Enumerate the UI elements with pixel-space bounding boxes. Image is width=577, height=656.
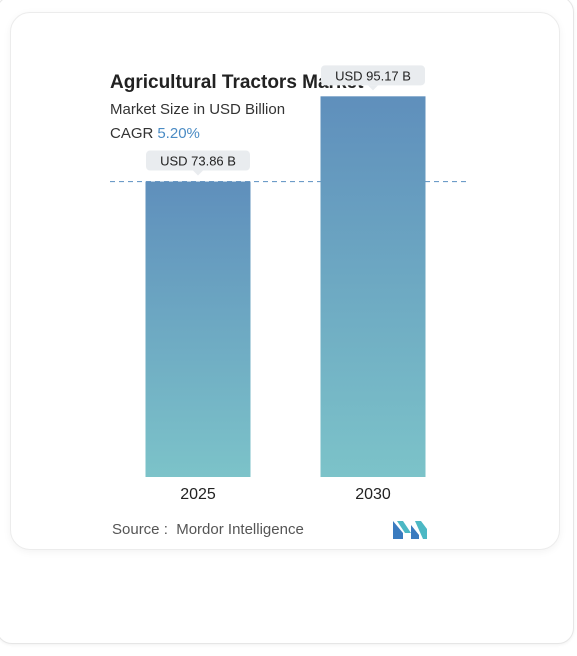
value-label: USD 73.86 B (160, 154, 236, 169)
cagr-label: CAGR (110, 125, 154, 142)
source-label: Source : (112, 521, 168, 538)
bar-2025 (145, 181, 251, 477)
chart-card (10, 12, 560, 550)
value-label: USD 95.17 B (335, 68, 411, 83)
chart-subtitle: Market Size in USD Billion (110, 101, 286, 118)
value-label-pointer (193, 170, 203, 176)
mordor-intelligence-logo-icon (393, 521, 427, 539)
source-text: Mordor Intelligence (176, 521, 304, 538)
value-label-box (321, 65, 425, 86)
cagr-value: 5.20% (157, 125, 200, 142)
x-tick-label: 2030 (355, 486, 391, 503)
bar-2030 (320, 96, 426, 477)
x-tick-label: 2025 (180, 486, 216, 503)
source-note: Source : Mordor Intelligence (112, 521, 304, 538)
value-label-pointer (368, 85, 378, 91)
cagr-line: CAGR 5.20% (110, 125, 200, 142)
chart-title: Agricultural Tractors Market (110, 72, 364, 93)
value-label-box (146, 150, 250, 171)
